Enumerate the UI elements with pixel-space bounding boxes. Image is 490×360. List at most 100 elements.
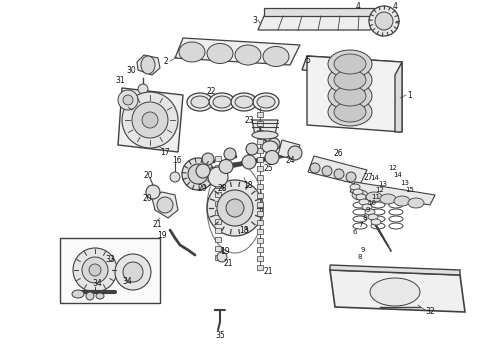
Ellipse shape xyxy=(346,172,356,182)
Ellipse shape xyxy=(334,86,366,106)
Ellipse shape xyxy=(362,204,372,210)
Ellipse shape xyxy=(118,90,138,110)
Text: 23: 23 xyxy=(244,116,254,125)
FancyBboxPatch shape xyxy=(257,247,263,252)
FancyBboxPatch shape xyxy=(257,112,263,117)
Text: 35: 35 xyxy=(215,330,225,339)
Ellipse shape xyxy=(334,169,344,179)
Ellipse shape xyxy=(380,194,396,204)
Ellipse shape xyxy=(96,293,104,299)
FancyBboxPatch shape xyxy=(257,265,263,270)
Ellipse shape xyxy=(122,92,178,148)
Text: 14: 14 xyxy=(370,175,379,181)
Text: 15: 15 xyxy=(406,187,415,193)
Ellipse shape xyxy=(73,248,117,292)
Text: 25: 25 xyxy=(263,163,273,172)
Text: 21: 21 xyxy=(223,260,233,269)
Ellipse shape xyxy=(268,138,280,150)
Polygon shape xyxy=(278,140,300,160)
Polygon shape xyxy=(330,270,465,312)
Ellipse shape xyxy=(123,262,143,282)
Text: 13: 13 xyxy=(400,180,410,186)
Text: 19: 19 xyxy=(220,248,230,256)
Ellipse shape xyxy=(328,98,372,126)
Ellipse shape xyxy=(217,252,227,262)
Text: 8: 8 xyxy=(363,215,367,221)
Polygon shape xyxy=(252,120,278,135)
Ellipse shape xyxy=(265,150,279,165)
Ellipse shape xyxy=(213,96,231,108)
Ellipse shape xyxy=(394,196,410,206)
FancyBboxPatch shape xyxy=(215,210,221,215)
FancyBboxPatch shape xyxy=(257,175,263,180)
Text: 33: 33 xyxy=(105,256,115,265)
Ellipse shape xyxy=(368,214,378,220)
Ellipse shape xyxy=(142,112,158,128)
Ellipse shape xyxy=(207,44,233,63)
Polygon shape xyxy=(175,38,300,65)
Ellipse shape xyxy=(257,96,275,108)
Ellipse shape xyxy=(288,146,302,160)
Ellipse shape xyxy=(209,93,235,111)
Ellipse shape xyxy=(246,143,258,155)
FancyBboxPatch shape xyxy=(257,202,263,207)
Ellipse shape xyxy=(242,155,256,169)
Text: 2: 2 xyxy=(164,57,169,66)
FancyBboxPatch shape xyxy=(215,237,221,242)
Text: 26: 26 xyxy=(333,149,343,158)
Ellipse shape xyxy=(262,141,278,153)
Ellipse shape xyxy=(328,66,372,94)
Text: 5: 5 xyxy=(306,55,311,64)
Text: 12: 12 xyxy=(375,187,385,193)
Polygon shape xyxy=(302,56,402,75)
Polygon shape xyxy=(258,16,378,30)
Ellipse shape xyxy=(191,96,209,108)
Ellipse shape xyxy=(263,46,289,67)
Polygon shape xyxy=(307,56,402,132)
Ellipse shape xyxy=(359,199,369,205)
FancyBboxPatch shape xyxy=(257,256,263,261)
Ellipse shape xyxy=(366,192,382,202)
Text: 19: 19 xyxy=(157,230,167,239)
Ellipse shape xyxy=(408,198,424,208)
Text: 34: 34 xyxy=(122,278,132,287)
FancyBboxPatch shape xyxy=(257,166,263,171)
FancyBboxPatch shape xyxy=(257,211,263,216)
Ellipse shape xyxy=(170,172,180,182)
Ellipse shape xyxy=(356,194,366,200)
Text: 4: 4 xyxy=(392,1,397,10)
Text: 29: 29 xyxy=(197,184,207,193)
Ellipse shape xyxy=(207,180,263,236)
Ellipse shape xyxy=(208,167,228,187)
Text: 16: 16 xyxy=(172,156,182,165)
Ellipse shape xyxy=(350,184,360,190)
FancyBboxPatch shape xyxy=(257,220,263,225)
Text: 9: 9 xyxy=(361,247,365,253)
FancyBboxPatch shape xyxy=(215,165,221,170)
Ellipse shape xyxy=(334,102,366,122)
Text: 10: 10 xyxy=(368,200,376,206)
FancyBboxPatch shape xyxy=(215,156,221,161)
Text: 7: 7 xyxy=(359,222,363,228)
Ellipse shape xyxy=(224,148,236,160)
Ellipse shape xyxy=(132,102,168,138)
Text: 30: 30 xyxy=(126,66,136,75)
Text: 1: 1 xyxy=(408,90,413,99)
FancyBboxPatch shape xyxy=(215,192,221,197)
Ellipse shape xyxy=(179,42,205,62)
FancyBboxPatch shape xyxy=(257,121,263,126)
Polygon shape xyxy=(350,182,435,205)
FancyBboxPatch shape xyxy=(257,139,263,144)
Ellipse shape xyxy=(217,190,253,226)
Text: 20: 20 xyxy=(142,194,152,202)
Text: 12: 12 xyxy=(389,165,397,171)
Ellipse shape xyxy=(231,93,257,111)
Text: 18: 18 xyxy=(239,225,249,234)
Text: 24: 24 xyxy=(285,156,295,165)
Text: 22: 22 xyxy=(206,86,216,95)
Text: 9: 9 xyxy=(366,207,370,213)
Polygon shape xyxy=(118,88,183,152)
Ellipse shape xyxy=(196,164,210,178)
Ellipse shape xyxy=(188,164,208,184)
Ellipse shape xyxy=(89,264,101,276)
